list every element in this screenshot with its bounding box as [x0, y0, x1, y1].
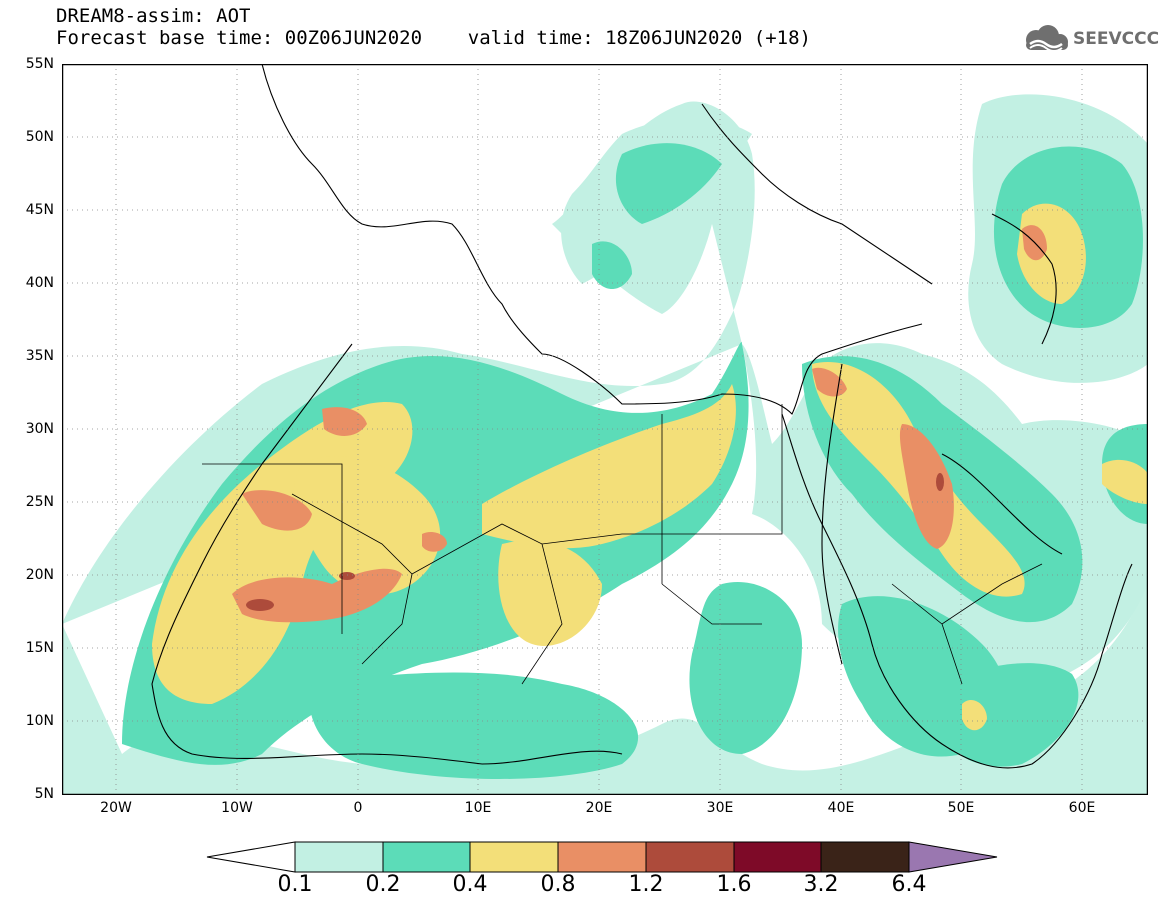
legend-swatch-0.8-1.2: [557, 841, 647, 873]
lon-tick-label: 20E: [585, 800, 613, 816]
legend-level-label: 1.2: [628, 872, 664, 897]
lat-tick-label: 10N: [25, 713, 54, 729]
chart-title: DREAM8-assim: AOT: [56, 5, 251, 27]
lat-tick-label: 25N: [25, 494, 54, 510]
lon-tick-label: 40E: [827, 800, 855, 816]
legend-level-label: 0.8: [540, 872, 576, 897]
legend-swatch-above-6.4: [908, 841, 998, 873]
lon-tick-label: 10E: [464, 800, 492, 816]
legend-swatch-0.4-0.8: [469, 841, 559, 873]
lat-lon-gridlines: [62, 64, 1148, 795]
lat-tick-label: 45N: [25, 202, 54, 218]
legend-swatch-1.6-3.2: [733, 841, 822, 873]
lon-tick-label: 60E: [1068, 800, 1096, 816]
lon-tick-label: 50E: [947, 800, 975, 816]
lat-tick-label: 30N: [25, 421, 54, 437]
lat-tick-label: 55N: [25, 56, 54, 72]
legend-swatch-3.2-6.4: [820, 841, 910, 873]
legend-level-label: 0.1: [277, 872, 313, 897]
aot-band-0.8-1.2: [232, 225, 1047, 623]
legend-level-label: 6.4: [891, 872, 927, 897]
legend-swatch-0.1-0.2: [294, 841, 384, 873]
lon-tick-label: 0: [353, 800, 363, 816]
lat-tick-label: 5N: [34, 786, 54, 802]
lon-tick-label: 20W: [100, 800, 132, 816]
lat-tick-label: 15N: [25, 640, 54, 656]
coastlines: [151, 64, 1133, 769]
aot-band-1.2-1.6: [246, 473, 944, 611]
legend-level-label: 0.2: [365, 872, 401, 897]
chart-subtitle-times: Forecast base time: 00Z06JUN2020 valid t…: [56, 27, 811, 49]
lon-tick-label: 10W: [221, 800, 253, 816]
legend-swatch-0.2-0.4: [382, 841, 471, 873]
legend-swatch-1.2-1.6: [645, 841, 735, 873]
aot-map: [62, 64, 1148, 795]
lat-tick-label: 40N: [25, 275, 54, 291]
lat-tick-label: 20N: [25, 567, 54, 583]
color-legend-bar: [206, 841, 998, 873]
legend-level-label: 0.4: [452, 872, 488, 897]
legend-swatch-below-0.1: [206, 841, 296, 873]
legend-level-label: 3.2: [803, 872, 839, 897]
lon-tick-label: 30E: [706, 800, 734, 816]
logo-text: SEEVCCC: [1073, 29, 1160, 49]
legend-level-label: 1.6: [716, 872, 752, 897]
lat-tick-label: 35N: [25, 348, 54, 364]
cloud-logo-icon: [1026, 25, 1068, 52]
lat-tick-label: 50N: [25, 129, 54, 145]
country-borders: [202, 404, 1043, 685]
